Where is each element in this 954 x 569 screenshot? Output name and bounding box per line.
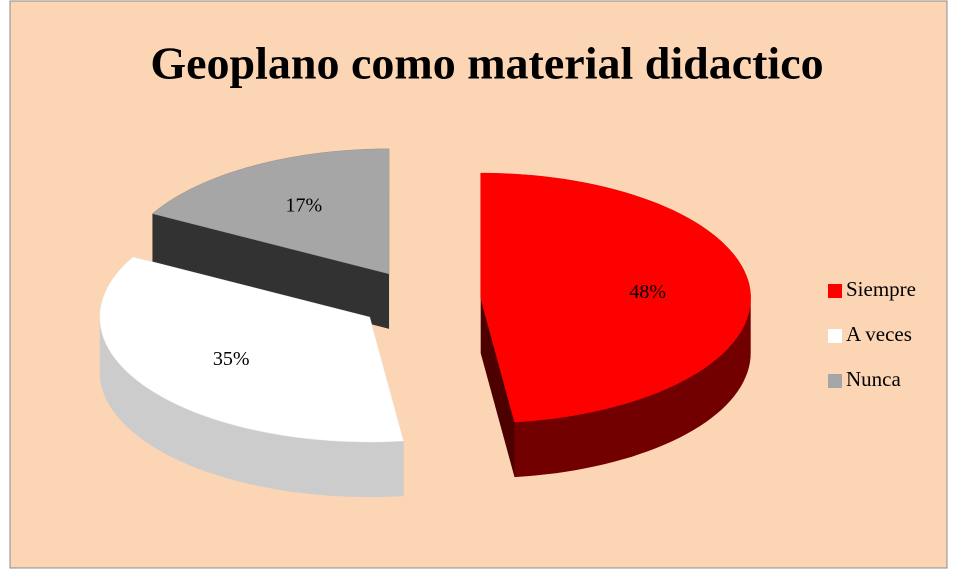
slice-outer-wall (514, 298, 751, 478)
slice-top (480, 172, 751, 423)
slice-outer-wall (99, 317, 404, 498)
pie-slice (480, 172, 751, 478)
data-label: 17% (286, 195, 323, 217)
legend-swatch (828, 374, 842, 388)
pie-slice (99, 256, 404, 498)
legend-label: Siempre (846, 277, 916, 301)
legend-swatch (828, 284, 842, 298)
legend-label: A veces (846, 322, 912, 346)
data-label: 35% (213, 348, 250, 370)
slice-radial-wall (152, 213, 390, 329)
legend-swatch (828, 329, 842, 343)
chart-title: Geoplano como material didactico (150, 38, 823, 89)
legend-label: Nunca (846, 367, 901, 391)
data-label: 48% (629, 281, 666, 303)
slice-top (151, 148, 390, 275)
slice-top (99, 256, 404, 443)
pie-slice (151, 148, 390, 329)
slice-radial-wall (480, 298, 515, 478)
